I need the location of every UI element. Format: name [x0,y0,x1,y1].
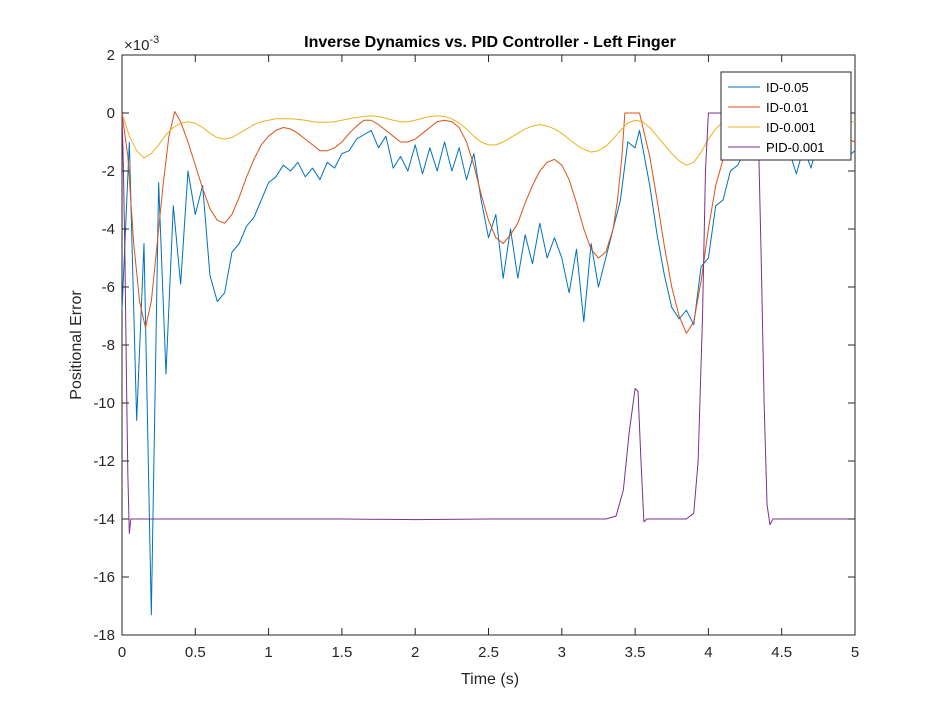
x-tick-label: 1.5 [331,644,352,661]
x-tick-label: 5 [851,644,859,661]
x-tick-label: 0 [118,644,126,661]
y-axis-label: Positional Error [68,290,85,400]
x-tick-label: 2.5 [478,644,499,661]
x-tick-label: 1 [264,644,272,661]
legend-label: PID-0.001 [766,140,825,155]
y-tick-label: -4 [102,221,115,238]
y-tick-label: -6 [102,279,115,296]
y-tick-label: -2 [102,163,115,180]
y-tick-label: -10 [93,395,115,412]
chart-title: Inverse Dynamics vs. PID Controller - Le… [304,34,676,51]
y-tick-label: -14 [93,511,115,528]
y-tick-label: 2 [107,47,115,64]
legend-label: ID-0.05 [766,80,809,95]
legend-label: ID-0.01 [766,100,809,115]
x-tick-label: 0.5 [185,644,206,661]
ticks-layer: 0 0.5 1 1.5 2 2.5 3 3.5 4 4.5 5 2 0 -2 -4 -6 -8 -10 -12 -14… [93,47,859,661]
x-tick-label: 3 [558,644,566,661]
legend: ID-0.05 ID-0.01 ID-0.001 PID-0.001 [720,71,852,161]
y-tick-label: -8 [102,337,115,354]
y-tick-label: -16 [93,569,115,586]
legend-label: ID-0.001 [766,120,816,135]
x-tick-label: 2 [411,644,419,661]
y-tick-label: 0 [107,105,115,122]
y-tick-label: -12 [93,453,115,470]
x-tick-label: 4 [704,644,712,661]
y-tick-label: -18 [93,627,115,644]
y-exponent-label: ×10-3 [124,34,159,54]
x-tick-label: 4.5 [771,644,792,661]
series-line-id-0-05 [121,129,856,616]
x-tick-label: 3.5 [625,644,646,661]
x-axis-label: Time (s) [461,671,519,688]
